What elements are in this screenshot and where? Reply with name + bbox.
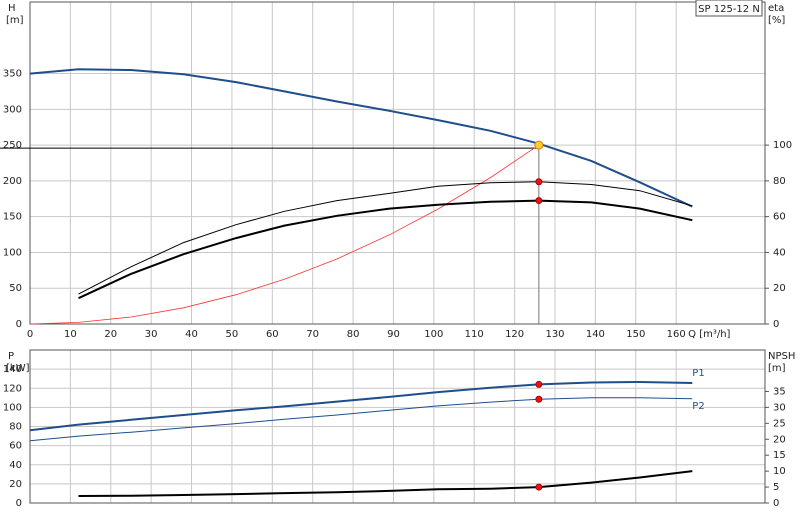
- curve-label: P2: [692, 401, 704, 412]
- y-axis-unit: [kW]: [6, 363, 30, 374]
- title-box: [695, 0, 763, 17]
- duty-point: [534, 140, 544, 150]
- y2-tick-label: 80: [773, 176, 786, 187]
- y-tick-label: 140: [3, 364, 22, 375]
- y-axis-label: H: [8, 3, 16, 14]
- x-tick-label: 160: [667, 329, 686, 340]
- curve: [29, 380, 693, 432]
- y2-tick-label: 20: [773, 283, 786, 294]
- y-tick-label: 150: [3, 212, 22, 223]
- y2-axis-unit: [%]: [768, 15, 785, 26]
- y-tick-label: 40: [9, 460, 22, 471]
- y-tick-label: 0: [16, 498, 22, 509]
- x-tick-label: 40: [185, 329, 198, 340]
- y2-axis-unit: [m]: [768, 363, 786, 374]
- duty-point: [535, 380, 543, 388]
- y-tick-label: 250: [3, 140, 22, 151]
- plot-frame: [29, 349, 766, 504]
- curve: [78, 181, 693, 295]
- x-tick-label: 130: [545, 329, 564, 340]
- x-tick-label: 10: [64, 329, 77, 340]
- y-tick-label: 0: [16, 319, 22, 330]
- duty-point: [535, 178, 543, 186]
- y-tick-label: 20: [9, 479, 22, 490]
- curve: [29, 144, 540, 325]
- x-tick-label: 50: [226, 329, 239, 340]
- y2-tick-label: 35: [773, 386, 786, 397]
- x-tick-label: 70: [306, 329, 319, 340]
- chart-title: SP 125-12 N: [698, 4, 760, 15]
- y2-tick-label: 30: [773, 402, 786, 413]
- y-tick-label: 80: [9, 422, 22, 433]
- y-tick-label: 100: [3, 247, 22, 258]
- x-axis-label: Q [m³/h]: [688, 329, 730, 340]
- y-tick-label: 200: [3, 176, 22, 187]
- y-tick-label: 300: [3, 104, 22, 115]
- x-tick-label: 80: [347, 329, 360, 340]
- y-tick-label: 120: [3, 383, 22, 394]
- x-tick-label: 120: [505, 329, 524, 340]
- y2-tick-label: 20: [773, 434, 786, 445]
- y2-tick-label: 60: [773, 212, 786, 223]
- x-tick-label: 20: [104, 329, 117, 340]
- y2-tick-label: 0: [773, 319, 779, 330]
- y2-tick-label: 25: [773, 418, 786, 429]
- y2-tick-label: 40: [773, 247, 786, 258]
- x-tick-label: 0: [27, 329, 33, 340]
- curve-label: P1: [692, 368, 704, 379]
- duty-point: [535, 197, 543, 205]
- y2-tick-label: 0: [773, 498, 779, 509]
- y-tick-label: 350: [3, 69, 22, 80]
- curve: [78, 199, 693, 300]
- x-tick-label: 150: [626, 329, 645, 340]
- y-axis-unit: [m]: [6, 15, 24, 26]
- x-tick-label: 140: [586, 329, 605, 340]
- y2-axis-label: eta: [768, 3, 784, 14]
- x-tick-label: 110: [465, 329, 484, 340]
- curve: [29, 68, 693, 208]
- x-tick-label: 60: [266, 329, 279, 340]
- curve: [29, 397, 693, 442]
- y-tick-label: 50: [9, 283, 22, 294]
- x-tick-label: 30: [145, 329, 158, 340]
- y2-tick-label: 5: [773, 482, 779, 493]
- y2-tick-label: 15: [773, 450, 786, 461]
- x-tick-label: 100: [424, 329, 443, 340]
- duty-point: [535, 395, 543, 403]
- y-tick-label: 100: [3, 402, 22, 413]
- curve: [78, 470, 693, 497]
- y2-axis-label: NPSH: [768, 351, 795, 362]
- y2-tick-label: 10: [773, 466, 786, 477]
- plot-frame: [29, 1, 766, 325]
- x-tick-label: 90: [387, 329, 400, 340]
- y-axis-label: P: [8, 351, 14, 362]
- duty-point: [535, 483, 543, 491]
- y2-tick-label: 100: [773, 140, 792, 151]
- y-tick-label: 60: [9, 441, 22, 452]
